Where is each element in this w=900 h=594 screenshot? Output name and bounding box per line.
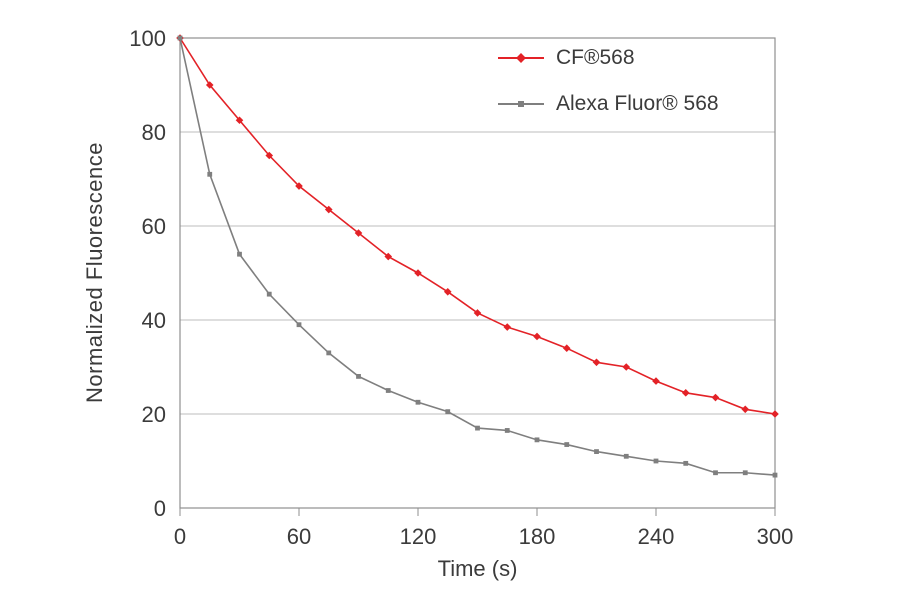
marker-alexa568 bbox=[475, 425, 480, 431]
square-marker-icon bbox=[518, 101, 524, 107]
marker-alexa568 bbox=[653, 458, 659, 464]
marker-alexa568 bbox=[266, 291, 272, 297]
y-tick-label: 100 bbox=[129, 26, 166, 51]
y-tick-label: 20 bbox=[142, 402, 166, 427]
marker-cf568 bbox=[652, 377, 660, 385]
legend-item-cf568: CF®568 bbox=[498, 46, 719, 70]
plot-border bbox=[179, 37, 776, 509]
x-tick-label: 0 bbox=[174, 524, 186, 549]
marker-alexa568 bbox=[772, 472, 778, 478]
marker-cf568 bbox=[414, 269, 422, 277]
marker-alexa568 bbox=[207, 171, 213, 177]
marker-alexa568 bbox=[623, 453, 629, 459]
x-tick-label: 60 bbox=[287, 524, 311, 549]
y-tick-label: 40 bbox=[142, 308, 166, 333]
marker-cf568 bbox=[533, 332, 541, 341]
marker-cf568 bbox=[473, 309, 482, 317]
marker-alexa568 bbox=[683, 460, 689, 466]
marker-alexa568 bbox=[564, 442, 570, 447]
marker-cf568 bbox=[741, 405, 750, 414]
marker-cf568 bbox=[205, 81, 214, 89]
marker-alexa568 bbox=[385, 388, 391, 393]
marker-alexa568 bbox=[326, 350, 332, 356]
legend: CF®568 Alexa Fluor® 568 bbox=[498, 46, 719, 116]
marker-alexa568 bbox=[356, 374, 361, 379]
marker-alexa568 bbox=[296, 322, 302, 328]
marker-cf568 bbox=[384, 252, 393, 261]
marker-alexa568 bbox=[594, 449, 599, 454]
marker-cf568 bbox=[265, 151, 274, 160]
alexa568-line-marker-icon bbox=[498, 97, 544, 111]
marker-alexa568 bbox=[504, 428, 510, 433]
marker-cf568 bbox=[771, 410, 779, 418]
y-tick-label: 60 bbox=[142, 214, 166, 239]
marker-alexa568 bbox=[534, 437, 540, 443]
x-tick-label: 240 bbox=[638, 524, 675, 549]
x-tick-label: 300 bbox=[757, 524, 794, 549]
marker-alexa568 bbox=[742, 470, 748, 476]
marker-alexa568 bbox=[713, 470, 718, 476]
x-axis-title: Time (s) bbox=[437, 556, 518, 581]
y-tick-label: 0 bbox=[154, 496, 166, 521]
diamond-marker-icon bbox=[516, 53, 526, 63]
marker-cf568 bbox=[354, 229, 363, 237]
cf568-line-marker-icon bbox=[498, 51, 544, 65]
marker-cf568 bbox=[622, 363, 631, 371]
marker-cf568 bbox=[503, 323, 512, 331]
legend-label-alexa568: Alexa Fluor® 568 bbox=[556, 92, 719, 115]
y-tick-label: 80 bbox=[142, 120, 166, 145]
marker-cf568 bbox=[592, 358, 601, 367]
marker-cf568 bbox=[711, 393, 720, 402]
marker-alexa568 bbox=[237, 251, 242, 257]
marker-alexa568 bbox=[445, 409, 451, 415]
marker-cf568 bbox=[681, 389, 690, 397]
marker-cf568 bbox=[324, 205, 333, 214]
marker-cf568 bbox=[235, 116, 244, 125]
marker-alexa568 bbox=[415, 399, 421, 405]
x-tick-label: 180 bbox=[519, 524, 556, 549]
legend-label-cf568: CF®568 bbox=[556, 46, 635, 69]
legend-item-alexa568: Alexa Fluor® 568 bbox=[498, 92, 719, 116]
marker-alexa568 bbox=[177, 35, 183, 41]
y-axis-title: Normalized Fluorescence bbox=[82, 142, 107, 404]
marker-cf568 bbox=[443, 288, 452, 296]
marker-cf568 bbox=[295, 182, 303, 190]
x-tick-label: 120 bbox=[400, 524, 437, 549]
marker-cf568 bbox=[562, 344, 571, 352]
